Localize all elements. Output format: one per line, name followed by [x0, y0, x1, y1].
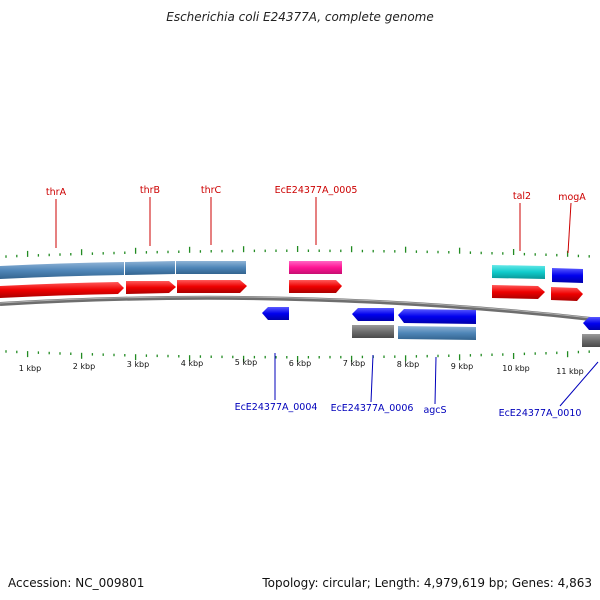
feature-track-top[interactable] [0, 261, 583, 283]
feature-agcS-region[interactable] [398, 326, 476, 340]
gene-label-thrA[interactable]: thrA [46, 187, 67, 198]
gene-arrow-EcE24377A_0006[interactable] [352, 308, 394, 321]
feature-tal2-region[interactable] [492, 265, 545, 279]
tick-label-7kbp: 7 kbp [343, 359, 365, 368]
gene-label-mogA[interactable]: mogA [558, 192, 586, 203]
feature-EcE24377A_0010-region[interactable] [582, 334, 600, 347]
gene-labels-top: thrA thrB thrC EcE24377A_0005 tal2 mogA [46, 185, 586, 254]
feature-mogA-region[interactable] [552, 268, 583, 283]
gene-label-EcE24377A_0006[interactable]: EcE24377A_0006 [331, 403, 414, 414]
tick-label-8kbp: 8 kbp [397, 360, 419, 369]
scale-ticks-top [5, 246, 590, 258]
tick-label-11kbp: 11 kbp [556, 367, 584, 376]
leader-mogA [567, 202, 572, 254]
gene-label-thrB[interactable]: thrB [140, 185, 160, 196]
genome-backbone [0, 295, 600, 322]
gene-label-EcE24377A_0010[interactable]: EcE24377A_0010 [499, 408, 582, 419]
topology-text: Topology: circular; Length: 4,979,619 bp… [262, 576, 592, 590]
feature-EcE24377A_0005-region[interactable] [289, 261, 342, 274]
feature-thrA-region[interactable] [0, 262, 124, 279]
feature-EcE24377A_0006-region[interactable] [352, 325, 394, 338]
gene-arrow-mogA[interactable] [551, 287, 583, 301]
feature-track-forward[interactable] [0, 280, 583, 301]
gene-arrow-agcS[interactable] [398, 309, 476, 324]
gene-label-EcE24377A_0004[interactable]: EcE24377A_0004 [235, 402, 318, 413]
tick-label-10kbp: 10 kbp [502, 364, 530, 373]
leader-EcE24377A_0010 [559, 361, 599, 407]
tick-label-6kbp: 6 kbp [289, 359, 311, 368]
tick-label-5kbp: 5 kbp [235, 358, 257, 367]
genome-backbone-highlight [0, 296, 600, 320]
gene-label-tal2[interactable]: tal2 [513, 191, 531, 202]
feature-track-bottom[interactable] [352, 325, 600, 347]
gene-label-agcS[interactable]: agcS [423, 405, 446, 416]
tick-label-1kbp: 1 kbp [19, 364, 41, 373]
gene-arrow-EcE24377A_0005[interactable] [289, 280, 342, 293]
feature-thrB-region[interactable] [125, 261, 175, 275]
gene-arrow-EcE24377A_0004[interactable] [262, 307, 289, 320]
feature-thrC-region[interactable] [176, 261, 246, 274]
map-title: Escherichia coli E24377A, complete genom… [166, 10, 434, 24]
tick-label-4kbp: 4 kbp [181, 359, 203, 368]
scale-labels: 1 kbp 2 kbp 3 kbp 4 kbp 5 kbp 6 kbp 7 kb… [19, 358, 584, 376]
gene-labels-bottom: EcE24377A_0004 EcE24377A_0006 agcS EcE24… [235, 353, 599, 419]
gene-arrow-thrC[interactable] [177, 280, 247, 293]
scale-ticks-bottom [5, 350, 590, 362]
gene-arrow-thrB[interactable] [126, 281, 176, 294]
gene-label-EcE24377A_0005[interactable]: EcE24377A_0005 [275, 185, 358, 196]
leader-EcE24377A_0006 [370, 354, 374, 403]
gene-label-thrC[interactable]: thrC [201, 185, 222, 196]
gene-arrow-EcE24377A_0010[interactable] [583, 317, 600, 330]
gene-arrow-tal2[interactable] [492, 285, 545, 299]
accession-text: Accession: NC_009801 [8, 576, 145, 590]
feature-track-reverse[interactable] [262, 307, 600, 330]
tick-label-2kbp: 2 kbp [73, 362, 95, 371]
tick-label-3kbp: 3 kbp [127, 360, 149, 369]
leader-agcS [434, 356, 437, 405]
tick-label-9kbp: 9 kbp [451, 362, 473, 371]
gene-arrow-thrA[interactable] [0, 282, 124, 298]
